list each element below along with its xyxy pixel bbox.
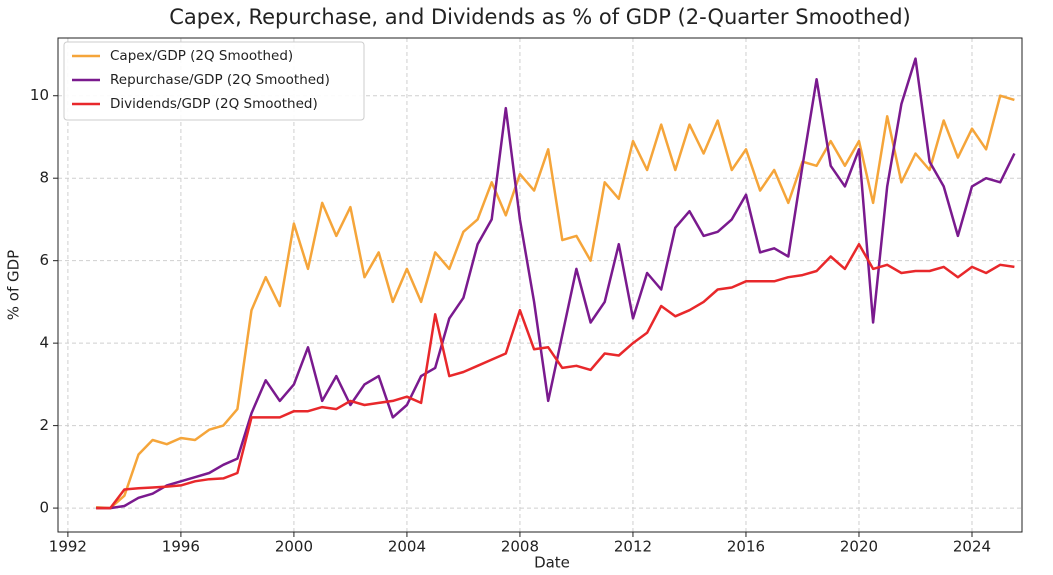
y-tick-label: 4 — [39, 334, 49, 352]
x-tick-label: 2000 — [275, 538, 313, 556]
y-tick-label: 2 — [39, 416, 49, 434]
legend-label: Capex/GDP (2Q Smoothed) — [110, 48, 293, 64]
chart-title: Capex, Repurchase, and Dividends as % of… — [169, 5, 910, 29]
x-tick-label: 2020 — [840, 538, 878, 556]
y-tick-label: 6 — [39, 251, 49, 269]
legend-box — [63, 41, 365, 121]
x-tick-label: 1992 — [49, 538, 87, 556]
x-tick-label: 2008 — [501, 538, 539, 556]
series-line — [96, 57, 1016, 510]
x-axis-label: Date — [534, 554, 570, 572]
x-tick-label: 2012 — [614, 538, 652, 556]
x-tick-label: 1996 — [162, 538, 200, 556]
legend-label: Repurchase/GDP (2Q Smoothed) — [110, 72, 330, 88]
y-tick-label: 8 — [39, 169, 49, 187]
x-tick-label: 2004 — [388, 538, 426, 556]
y-axis-label: % of GDP — [5, 250, 23, 320]
plot-frame — [57, 37, 1023, 533]
legend-label: Dividends/GDP (2Q Smoothed) — [110, 96, 318, 112]
y-tick-label: 0 — [39, 499, 49, 517]
y-tick-label: 10 — [30, 86, 49, 104]
x-tick-label: 2024 — [953, 538, 991, 556]
series-line — [96, 242, 1015, 510]
series-line — [96, 94, 1015, 510]
x-tick-label: 2016 — [727, 538, 765, 556]
